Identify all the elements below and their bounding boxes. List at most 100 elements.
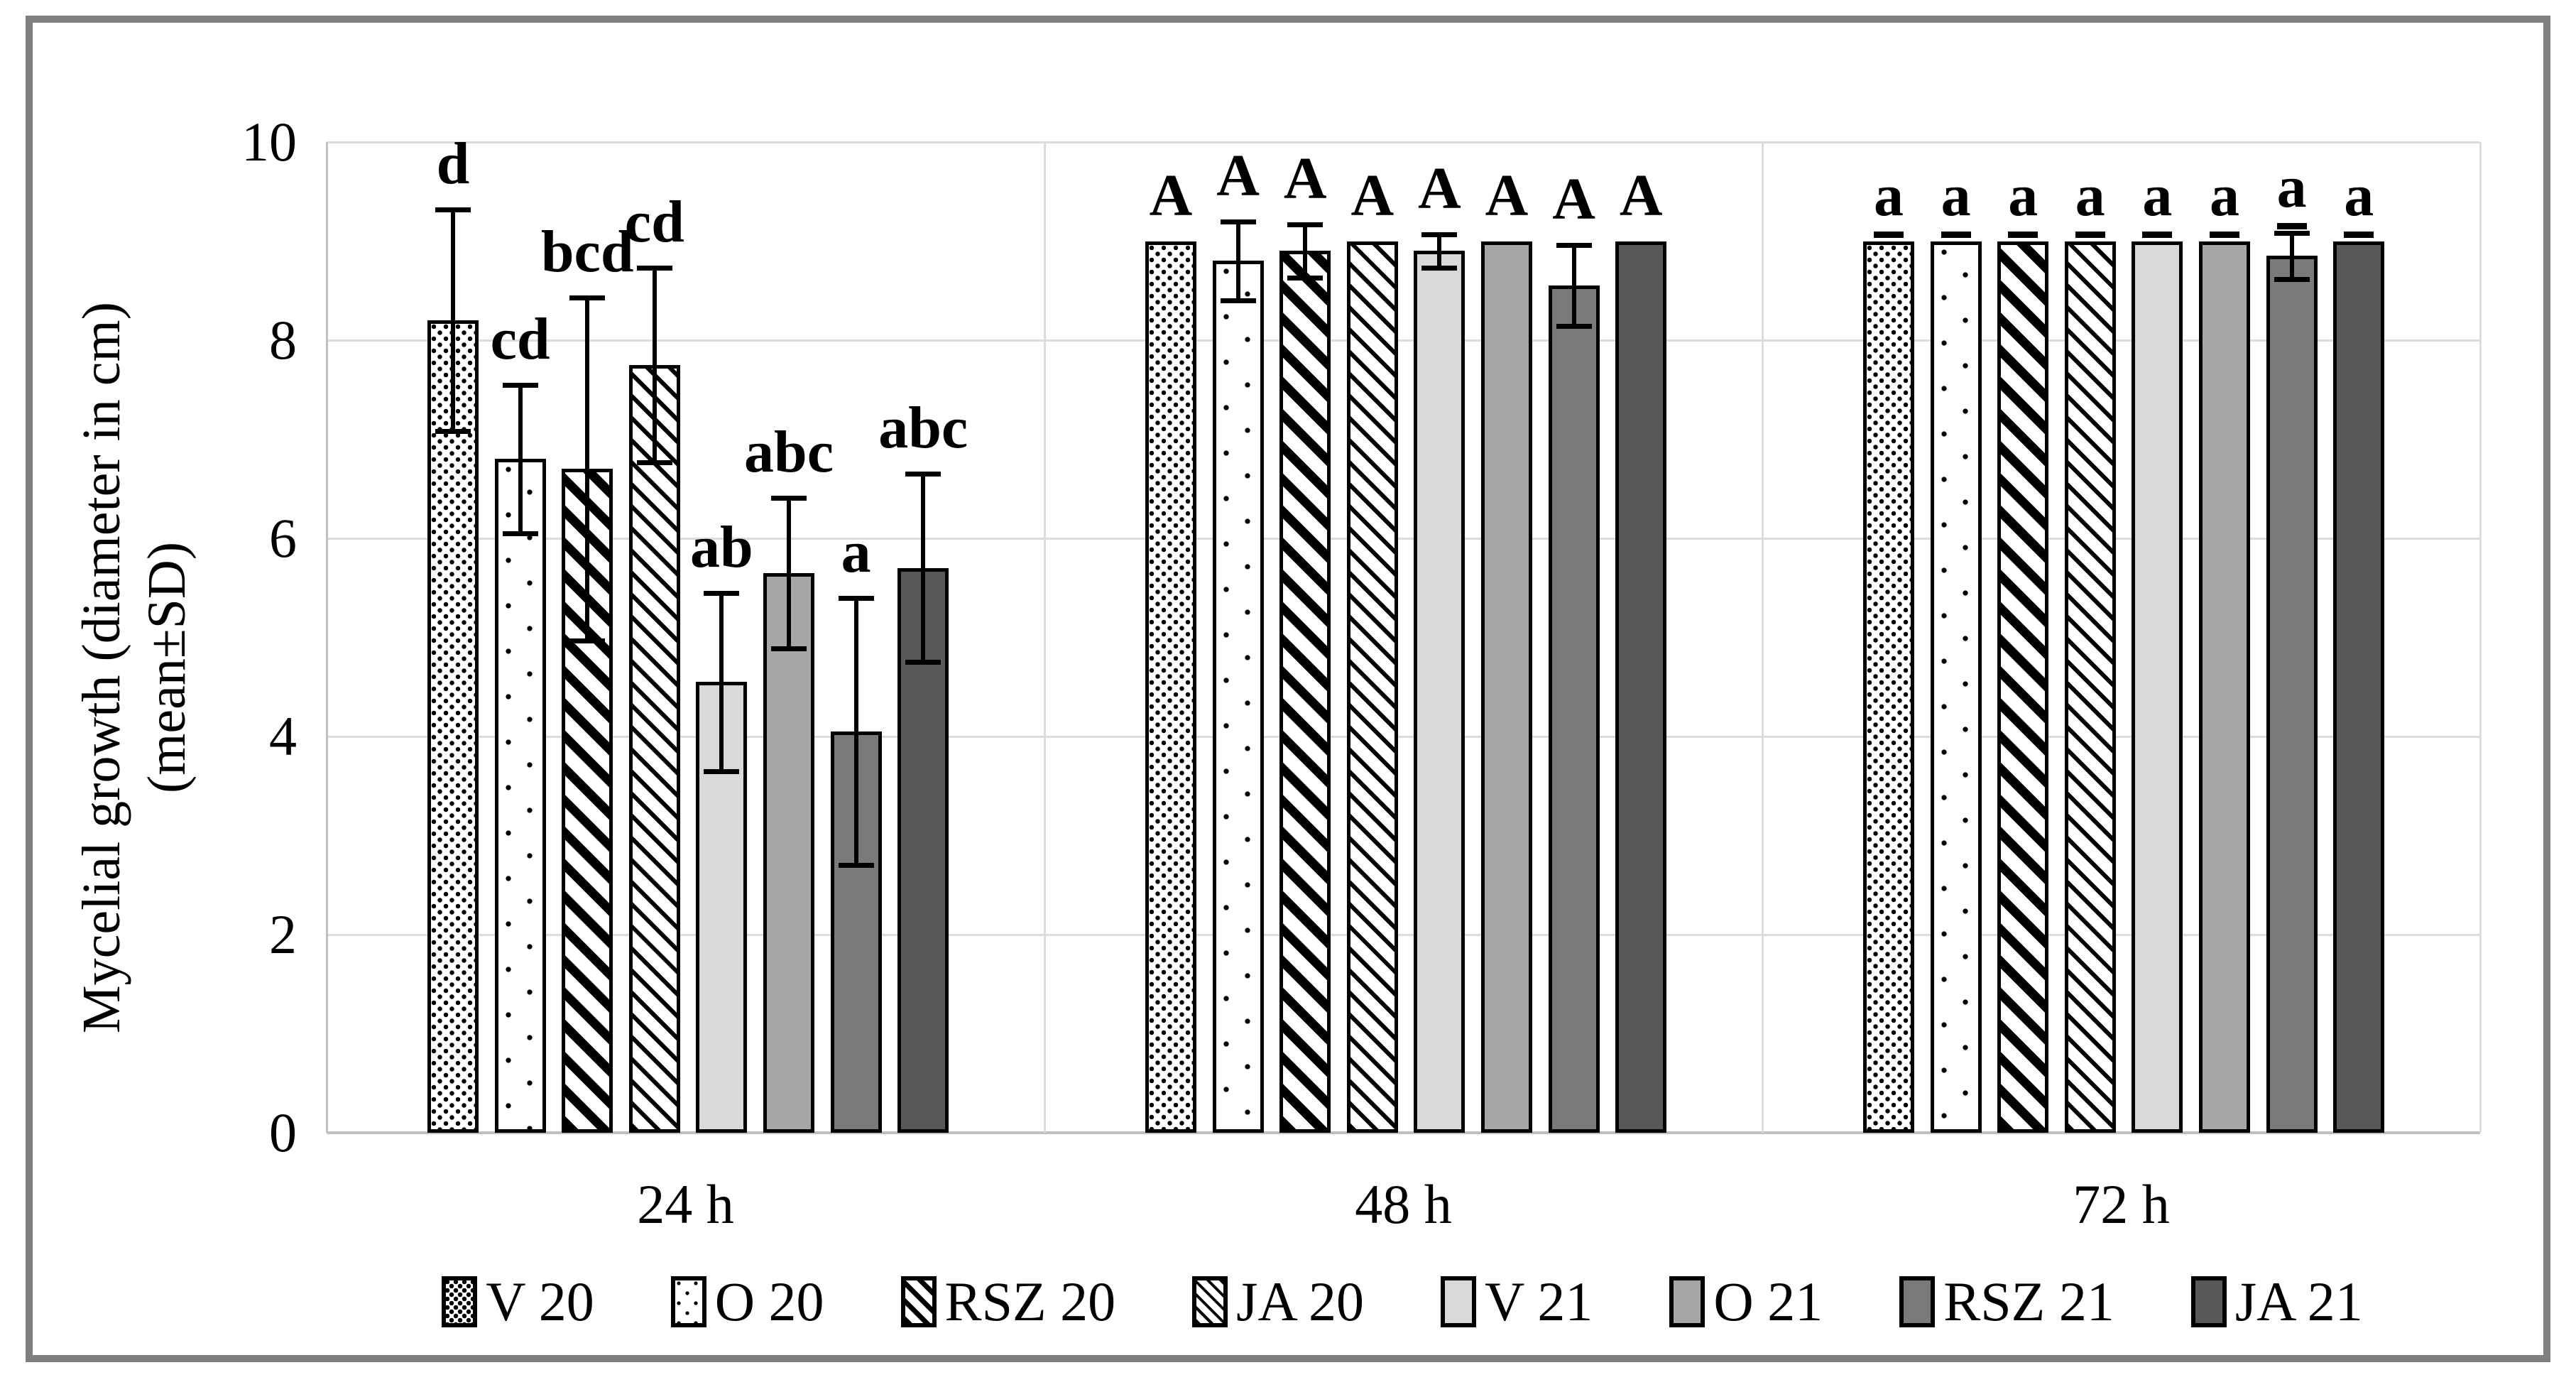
legend-item-JA20: JA 20 <box>1192 1270 1364 1334</box>
error-bar-RSZ20-24h <box>585 298 590 641</box>
error-cap-top <box>569 295 606 300</box>
significance-letter-O20-72h: a <box>1878 162 2034 238</box>
bar-V20-48h <box>1145 241 1196 1133</box>
y-axis-title-line1: Mycelial growth (diameter in cm) <box>72 302 131 1033</box>
error-cap-bottom <box>1556 324 1592 330</box>
y-tick-label-8: 8 <box>269 309 297 371</box>
bar-JA20-24h <box>628 364 680 1133</box>
legend-label-RSZ20: RSZ 20 <box>944 1271 1116 1332</box>
error-bar-RSZ21-24h <box>853 597 858 866</box>
y-axis-title-line2: (mean±SD) <box>137 541 197 794</box>
error-cap-top <box>502 382 538 388</box>
legend-label-O21: O 21 <box>1713 1271 1823 1332</box>
legend-swatch-O20 <box>670 1276 706 1327</box>
legend-item-O21: O 21 <box>1669 1270 1823 1334</box>
error-cap-bottom <box>1220 298 1256 304</box>
legend-item-V20: V 20 <box>442 1270 594 1334</box>
legend-swatch-O21 <box>1669 1276 1705 1327</box>
error-cap-top <box>905 472 942 477</box>
bar-RSZ21-48h <box>1548 285 1600 1133</box>
bar-V20-72h <box>1863 241 1914 1133</box>
y-tick-label-6: 6 <box>269 507 297 569</box>
error-cap-bottom <box>1421 266 1458 271</box>
error-cap-bottom <box>569 638 606 643</box>
error-bar-RSZ21-72h <box>2289 233 2294 279</box>
significance-letter-V20-48h: A <box>1149 162 1193 229</box>
y-axis-line <box>325 142 328 1133</box>
bar-V21-48h <box>1414 251 1466 1133</box>
legend-swatch-JA20 <box>1192 1276 1228 1327</box>
significance-letter-JA20-24h: cd <box>624 189 684 256</box>
error-cap-bottom <box>905 660 942 665</box>
error-bar-JA21-24h <box>921 474 926 663</box>
gridline-y-8 <box>327 339 2480 342</box>
error-bar-RSZ21-48h <box>1571 245 1576 327</box>
gridline-y-2 <box>327 933 2480 936</box>
significance-letter-RSZ21-48h: A <box>1552 166 1595 233</box>
y-tick-label-2: 2 <box>269 903 297 965</box>
significance-letter-JA21-72h: a <box>2281 162 2437 238</box>
legend-label-RSZ21: RSZ 21 <box>1943 1271 2114 1332</box>
legend-swatch-RSZ21 <box>1899 1276 1936 1327</box>
error-cap-top <box>636 266 672 271</box>
legend-label-O20: O 20 <box>714 1271 824 1332</box>
significance-letter-V20-24h: d <box>436 130 470 197</box>
significance-letter-RSZ21-72h: a <box>2214 154 2370 230</box>
significance-letter-V21-24h: ab <box>690 513 753 580</box>
legend-item-O20: O 20 <box>670 1270 824 1334</box>
significance-letter-JA21-48h: A <box>1619 162 1663 229</box>
bar-O21-48h <box>1481 241 1532 1133</box>
significance-letter-V20-72h: a <box>1811 162 1967 238</box>
legend-label-JA20: JA 20 <box>1236 1271 1364 1332</box>
bar-O20-72h <box>1930 241 1982 1133</box>
legend-swatch-V20 <box>442 1276 478 1327</box>
error-bar-O20-24h <box>518 384 523 534</box>
error-bar-O20-48h <box>1235 221 1240 301</box>
y-axis-title: Mycelial growth (diameter in cm) (mean±S… <box>69 135 204 1200</box>
significance-letter-RSZ21-24h: a <box>841 518 871 585</box>
x-group-label-24h: 24 h <box>637 1173 734 1235</box>
error-cap-bottom <box>636 459 672 465</box>
error-cap-top <box>838 595 874 601</box>
legend-label-V21: V 21 <box>1485 1271 1593 1332</box>
y-tick-label-10: 10 <box>241 111 297 173</box>
error-bar-O21-24h <box>787 497 791 648</box>
significance-letter-O21-48h: A <box>1485 162 1529 229</box>
bar-RSZ20-72h <box>1997 241 2049 1133</box>
error-cap-bottom <box>838 863 874 869</box>
error-cap-top <box>2274 231 2310 236</box>
gridline-y-4 <box>327 735 2480 738</box>
significance-letter-O20-48h: A <box>1216 142 1260 209</box>
legend-label-V20: V 20 <box>486 1271 594 1332</box>
legend-item-V21: V 21 <box>1441 1270 1593 1334</box>
significance-letter-O21-24h: abc <box>744 418 834 485</box>
significance-letter-JA20-72h: a <box>2012 162 2168 238</box>
error-bar-V21-48h <box>1437 234 1442 268</box>
category-separator-1 <box>1043 142 1046 1133</box>
legend: V 20 O 20 RSZ 20 JA 20 V 21 O 21 RSZ 21 JA 21 <box>291 1270 2514 1334</box>
error-cap-bottom <box>704 768 740 774</box>
bar-JA20-72h <box>2064 241 2116 1133</box>
significance-letter-JA20-48h: A <box>1350 162 1395 229</box>
legend-item-RSZ20: RSZ 20 <box>900 1270 1116 1334</box>
significance-letter-JA21-24h: abc <box>878 395 968 462</box>
significance-letter-O21-72h: a <box>2146 162 2303 238</box>
bar-O20-24h <box>494 459 546 1133</box>
bar-V21-72h <box>2132 241 2183 1133</box>
error-cap-bottom <box>502 531 538 537</box>
bar-RSZ21-72h <box>2266 256 2318 1133</box>
bar-O20-48h <box>1212 261 1264 1133</box>
bar-V20-24h <box>427 320 479 1133</box>
y-tick-label-0: 0 <box>269 1102 297 1163</box>
bar-JA21-48h <box>1615 241 1667 1133</box>
gridline-y-10 <box>327 141 2480 143</box>
error-cap-top <box>1220 219 1256 224</box>
bar-JA21-72h <box>2333 241 2385 1133</box>
error-cap-top <box>435 207 471 212</box>
category-separator-3 <box>2479 142 2482 1133</box>
error-cap-bottom <box>2274 276 2310 282</box>
bar-RSZ20-48h <box>1279 251 1331 1133</box>
y-tick-label-4: 4 <box>269 705 297 767</box>
